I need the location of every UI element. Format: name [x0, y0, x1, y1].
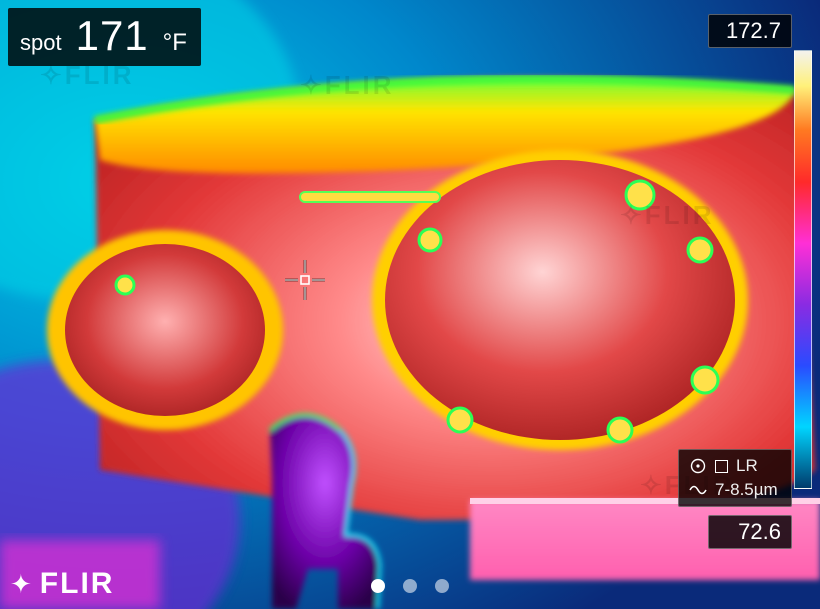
spot-value: 171 — [76, 12, 149, 60]
palette-row: LR — [689, 456, 781, 476]
page-dot[interactable] — [371, 579, 385, 593]
temperature-max: 172.7 — [708, 14, 792, 48]
thermal-image — [0, 0, 820, 609]
wavelength-value: 7-8.5µm — [715, 480, 778, 500]
page-dot[interactable] — [435, 579, 449, 593]
spot-label: spot — [20, 30, 62, 56]
page-indicator[interactable] — [371, 579, 449, 593]
camera-info-box: LR 7-8.5µm — [678, 449, 792, 507]
square-icon — [715, 460, 728, 473]
spot-readout: spot 171 °F — [8, 8, 201, 66]
page-dot[interactable] — [403, 579, 417, 593]
spot-unit: °F — [163, 29, 187, 57]
palette-code: LR — [736, 456, 758, 476]
logo-icon: ✦ — [10, 571, 32, 597]
temperature-min: 72.6 — [708, 515, 792, 549]
temperature-scale-bar — [794, 50, 812, 489]
flir-logo: ✦ FLIR — [10, 567, 114, 601]
wave-icon — [689, 481, 707, 499]
logo-text: FLIR — [40, 567, 115, 601]
wavelength-row: 7-8.5µm — [689, 480, 781, 500]
thermal-frame: ✧FLIR ✧FLIR ✧FLIR ✧FLIR spot 171 °F 172.… — [0, 0, 820, 609]
target-icon — [689, 457, 707, 475]
